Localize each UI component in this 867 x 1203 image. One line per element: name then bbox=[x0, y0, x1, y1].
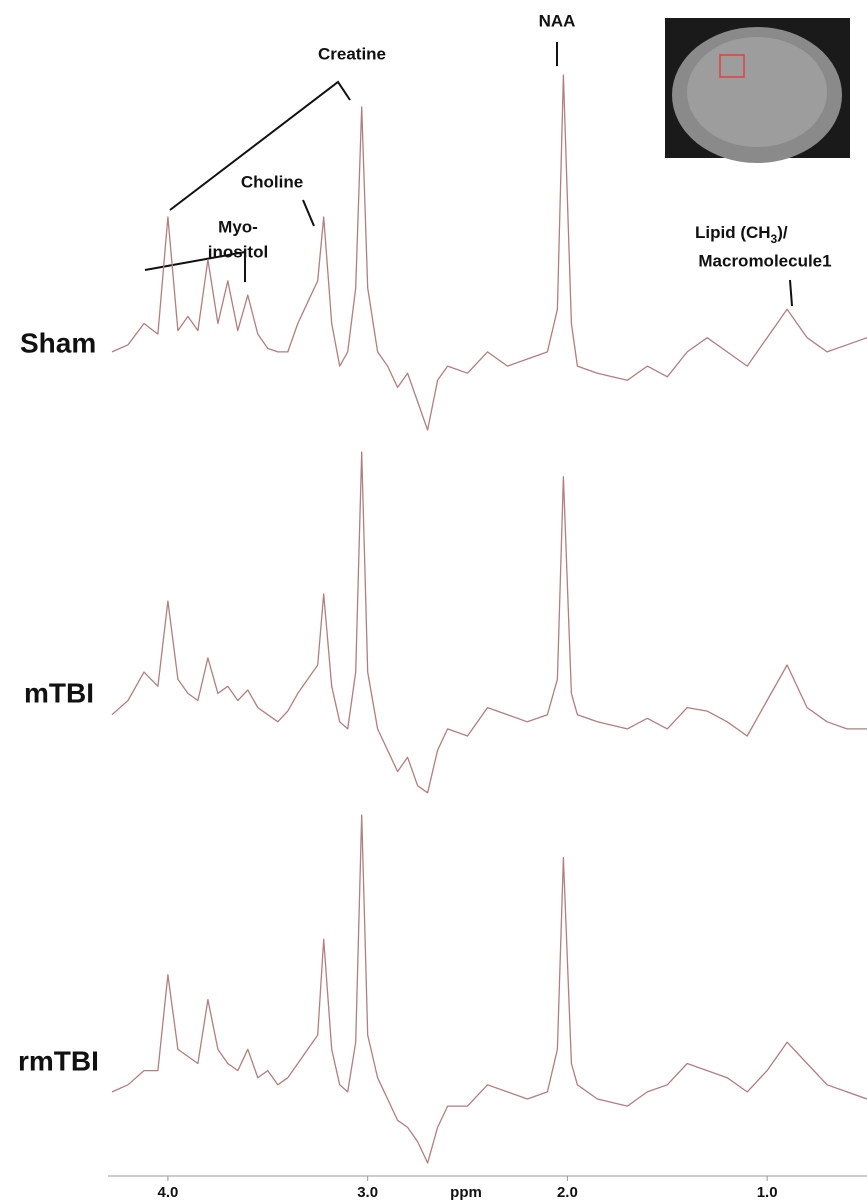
annotation: Myo- bbox=[218, 217, 258, 236]
annotation: Choline bbox=[241, 172, 303, 191]
x-tick-label: 4.0 bbox=[157, 1184, 178, 1201]
annotation: Lipid (CH3)/ bbox=[695, 223, 788, 246]
annotation-part: Lipid (CH bbox=[695, 223, 771, 242]
series-label: Sham bbox=[20, 327, 96, 358]
annotation: inositol bbox=[208, 242, 268, 261]
chart: Creatine NAA Choline Myo- inositol Lipid… bbox=[0, 0, 867, 1203]
x-tick-label: 2.0 bbox=[557, 1184, 578, 1201]
annotation: NAA bbox=[539, 11, 576, 30]
mri-inset bbox=[665, 18, 850, 163]
x-tick-label: 1.0 bbox=[757, 1184, 778, 1201]
spectrum bbox=[112, 815, 867, 1163]
series-label: rmTBI bbox=[18, 1045, 99, 1076]
x-axis-label: ppm bbox=[450, 1184, 482, 1201]
annotation-part: )/ bbox=[777, 223, 788, 242]
lipid-pointer bbox=[790, 280, 792, 306]
annotation: Macromolecule1 bbox=[698, 251, 831, 270]
annotation: Creatine bbox=[318, 44, 386, 63]
spectrum bbox=[112, 452, 867, 793]
x-tick-label: 3.0 bbox=[357, 1184, 378, 1201]
series-label: mTBI bbox=[24, 677, 94, 708]
choline-pointer bbox=[303, 200, 314, 226]
